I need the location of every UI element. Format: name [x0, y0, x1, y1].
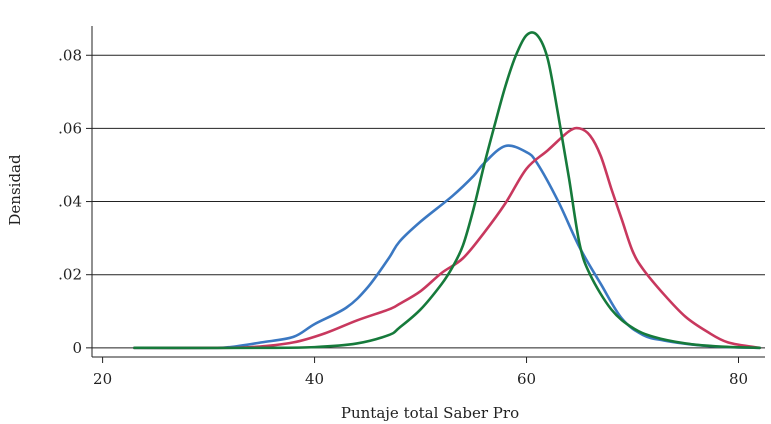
x-tick-label: 20 — [93, 370, 112, 388]
y-tick-label: .02 — [58, 266, 82, 284]
grid-lines — [92, 54, 765, 349]
x-tick-label: 60 — [517, 370, 536, 388]
axes: 0 .02 .04 .06 .08 20 40 60 80 — [58, 26, 765, 388]
y-tick-label: .08 — [58, 46, 82, 64]
series-line-red — [133, 126, 761, 350]
y-tick-label: .06 — [58, 119, 82, 137]
x-axis-title: Puntaje total Saber Pro — [341, 404, 519, 422]
y-tick-label: .04 — [58, 193, 82, 211]
x-tick-label: 80 — [729, 370, 748, 388]
y-axis-title: Densidad — [6, 154, 24, 226]
series-line-green — [133, 31, 761, 350]
x-tick-label: 40 — [305, 370, 324, 388]
series-lines — [133, 31, 761, 350]
y-tick-label: 0 — [72, 339, 82, 357]
series-line-blue — [133, 144, 761, 350]
